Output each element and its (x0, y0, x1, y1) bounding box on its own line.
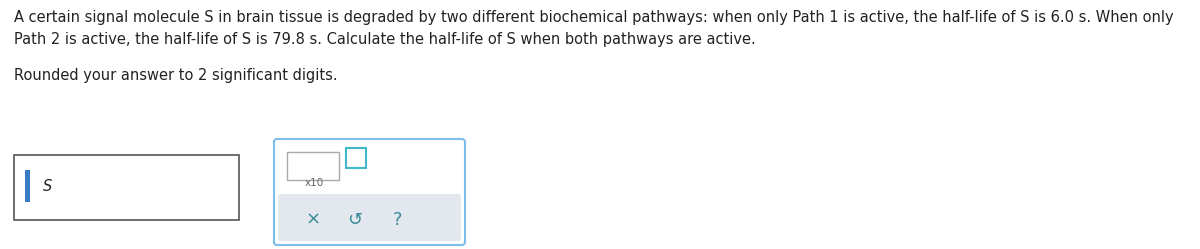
Text: ×: × (306, 211, 320, 229)
Bar (14, 155, 239, 220)
Text: x10: x10 (305, 178, 324, 188)
FancyBboxPatch shape (274, 139, 466, 245)
Text: A certain signal molecule S in brain tissue is degraded by two different biochem: A certain signal molecule S in brain tis… (14, 10, 1174, 25)
Text: ↺: ↺ (348, 211, 362, 229)
Bar (346, 148, 366, 168)
FancyBboxPatch shape (278, 194, 461, 241)
Text: S: S (43, 179, 53, 193)
Text: ?: ? (392, 211, 402, 229)
Bar (25, 170, 30, 202)
Bar (287, 152, 340, 180)
Text: Rounded your answer to 2 significant digits.: Rounded your answer to 2 significant dig… (14, 68, 337, 83)
Text: Path 2 is active, the half-life of S is 79.8 s. Calculate the half-life of S whe: Path 2 is active, the half-life of S is … (14, 32, 756, 47)
